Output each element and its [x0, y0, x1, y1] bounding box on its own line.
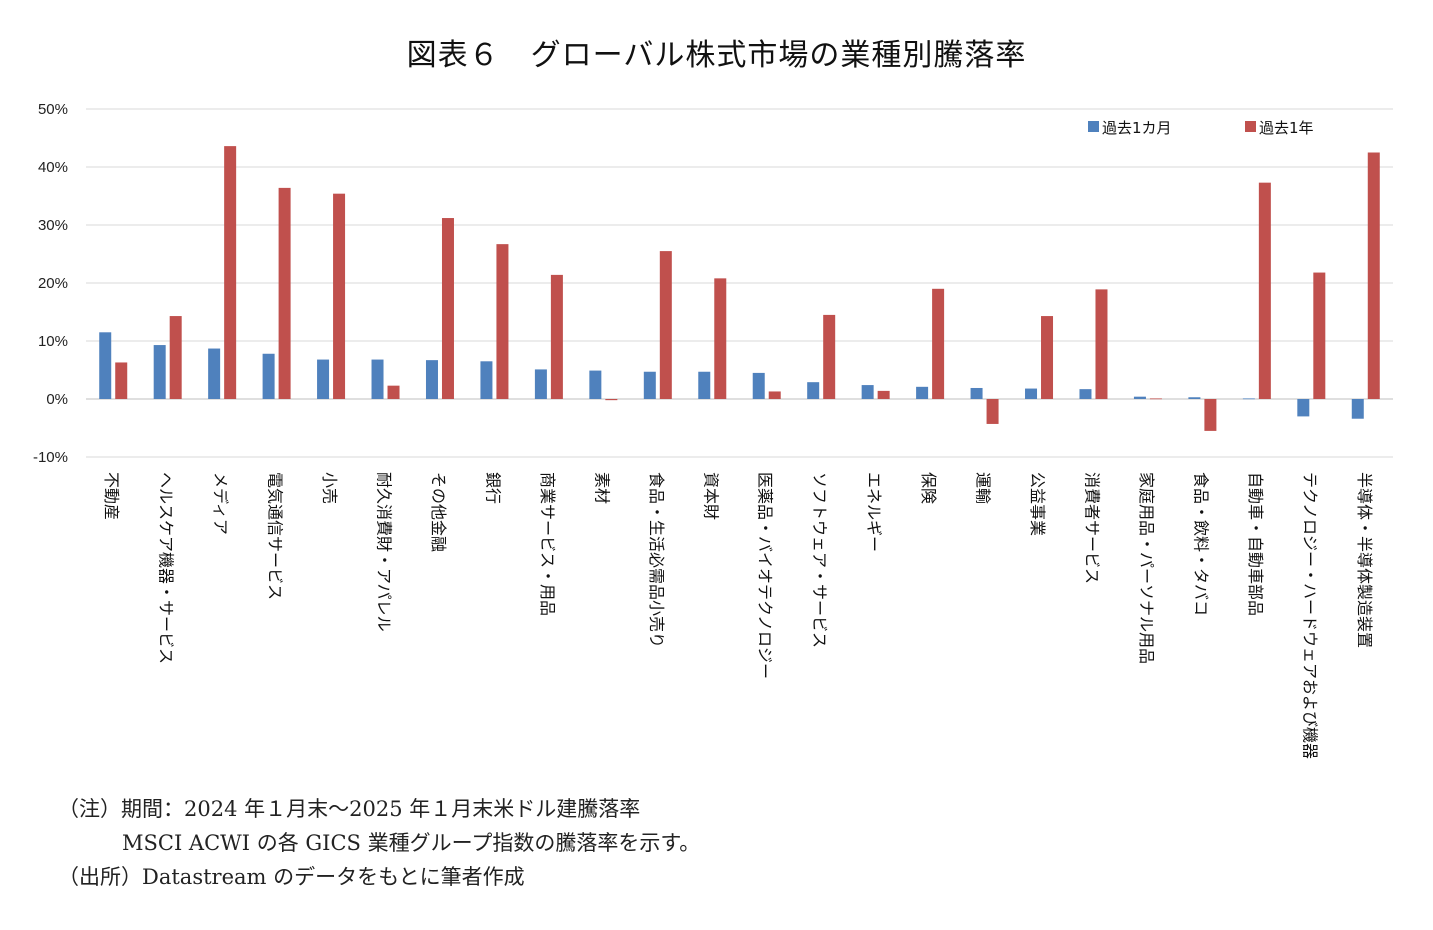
bar: [153, 345, 166, 399]
bar: [1188, 397, 1201, 399]
bar: [1242, 398, 1255, 400]
bar: [1313, 272, 1326, 399]
bar: [1367, 152, 1380, 399]
x-category-label: 電気通信サービス: [266, 472, 285, 600]
chart-title: 図表６ グローバル株式市場の業種別騰落率: [406, 38, 1027, 73]
bar: [333, 193, 346, 399]
x-category-label: その他金融: [429, 472, 448, 552]
x-category-label: 小売: [320, 472, 339, 504]
x-category-label: 消費者サービス: [1082, 472, 1101, 584]
bar-chart: 50% 40% 30% 20% 10% 0% -10% 不動産 ヘルスケア機器・サービス メディ…: [33, 101, 1393, 759]
x-category-label: 食品・生活必需品小売り: [647, 472, 666, 648]
bar: [169, 316, 182, 399]
x-category-label: 不動産: [102, 472, 121, 520]
bar: [807, 382, 820, 399]
bar: [916, 386, 929, 399]
legend-swatch-1month: [1088, 121, 1099, 132]
bars: [99, 146, 1380, 431]
x-category-label: 半導体・半導体製造装置: [1355, 472, 1374, 648]
legend-label-1year: 過去1年: [1259, 119, 1314, 137]
bar: [550, 274, 563, 399]
bar: [986, 399, 999, 424]
x-category-label: 家庭用品・パーソナル用品: [1137, 472, 1156, 664]
x-category-label: 素材: [592, 472, 611, 504]
bar: [605, 399, 618, 401]
bar: [698, 371, 711, 399]
bar: [480, 361, 493, 399]
note-source: （出所）Datastream のデータをもとに筆者作成: [58, 865, 525, 889]
bar: [1204, 399, 1217, 431]
bar: [1351, 399, 1364, 419]
y-tick-label: 30%: [38, 217, 68, 234]
bar: [1041, 316, 1054, 399]
x-category-label: 耐久消費財・アパレル: [375, 472, 394, 632]
bar: [861, 385, 874, 399]
bar: [643, 371, 656, 399]
x-category-label: 商業サービス・用品: [538, 472, 557, 616]
bar: [99, 332, 112, 399]
legend: 過去1カ月 過去1年: [1088, 119, 1314, 137]
bar: [877, 390, 890, 399]
bar: [441, 218, 454, 399]
x-category-label: 公益事業: [1028, 472, 1047, 536]
bar: [1149, 398, 1162, 400]
bar: [425, 360, 438, 399]
bar: [496, 244, 509, 399]
note-index: MSCI ACWI の各 GICS 業種グループ指数の騰落率を示す。: [122, 831, 701, 855]
y-tick-label: -10%: [33, 449, 68, 466]
bar: [589, 370, 602, 399]
x-category-label: 運輸: [974, 472, 993, 504]
bar: [714, 278, 727, 399]
x-category-label: ヘルスケア機器・サービス: [157, 472, 176, 664]
y-axis-ticks: 50% 40% 30% 20% 10% 0% -10%: [33, 101, 68, 466]
x-category-label: 自動車・自動車部品: [1246, 472, 1265, 616]
bar: [262, 353, 275, 399]
bar: [317, 359, 330, 399]
legend-label-1month: 過去1カ月: [1102, 119, 1172, 137]
bar: [387, 385, 400, 399]
bar: [823, 314, 836, 399]
bar: [932, 288, 945, 399]
x-category-label: テクノロジー・ハードウェアおよび機器: [1300, 472, 1319, 759]
footnotes: （注）期間：2024 年１月末～2025 年１月末米ドル建騰落率 MSCI AC…: [58, 792, 700, 894]
bar: [970, 387, 983, 399]
x-category-label: 医薬品・バイオテクノロジー: [756, 472, 775, 679]
x-category-label: エネルギー: [865, 472, 884, 552]
y-tick-label: 10%: [38, 333, 68, 350]
legend-swatch-1year: [1245, 121, 1256, 132]
bar: [659, 251, 672, 399]
x-category-label: 食品・飲料・タバコ: [1191, 472, 1210, 616]
bar: [224, 146, 237, 399]
bar: [115, 362, 128, 399]
x-category-label: 資本財: [701, 472, 720, 520]
bar: [752, 372, 765, 399]
y-tick-label: 40%: [38, 159, 68, 176]
bar: [1133, 396, 1146, 399]
gridlines: [86, 108, 1393, 458]
bar: [1258, 182, 1271, 399]
bar: [208, 348, 221, 399]
note-period: （注）期間：2024 年１月末～2025 年１月末米ドル建騰落率: [58, 797, 641, 821]
y-tick-label: 50%: [38, 101, 68, 118]
bar: [371, 359, 384, 399]
bar: [1095, 289, 1108, 399]
y-tick-label: 0%: [46, 391, 68, 408]
bar: [768, 391, 781, 399]
x-category-label: ソフトウェア・サービス: [810, 472, 829, 648]
bar: [1297, 399, 1310, 417]
x-axis-labels: 不動産 ヘルスケア機器・サービス メディア 電気通信サービス 小売 耐久消費財・アパレル そ…: [102, 472, 1374, 759]
bar: [1025, 388, 1038, 399]
x-category-label: 銀行: [483, 472, 502, 504]
x-category-label: 保険: [919, 472, 938, 504]
bar: [278, 187, 291, 399]
y-tick-label: 20%: [38, 275, 68, 292]
bar: [1079, 389, 1092, 399]
bar: [534, 369, 547, 399]
x-category-label: メディア: [211, 472, 230, 535]
